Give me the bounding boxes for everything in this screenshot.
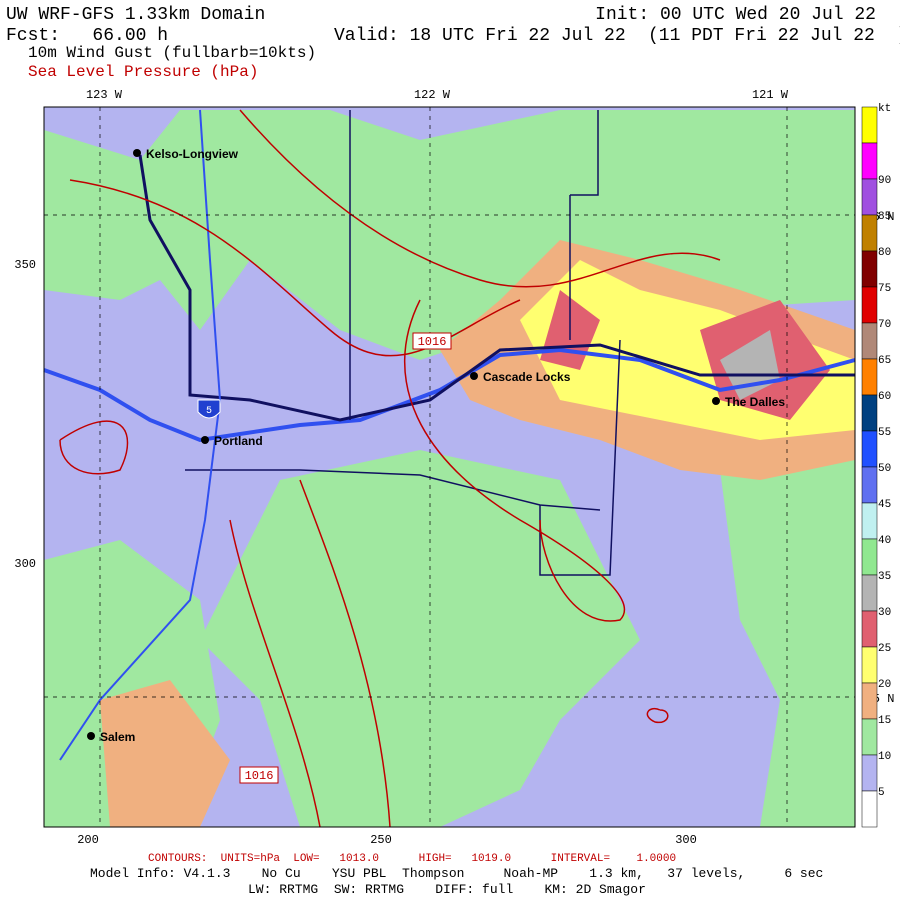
terrain-green bbox=[200, 450, 640, 827]
color-swatch bbox=[861, 574, 878, 612]
colorbar-label: 20 bbox=[878, 679, 891, 691]
colorbar-label: 25 bbox=[878, 643, 891, 655]
colorbar-label: 90 bbox=[878, 175, 891, 187]
color-swatch bbox=[861, 466, 878, 504]
terrain-green bbox=[720, 440, 855, 827]
color-swatch bbox=[861, 250, 878, 288]
x-label: 200 bbox=[77, 833, 99, 847]
city-label: Cascade Locks bbox=[483, 370, 571, 384]
colorbar-label: 30 bbox=[878, 607, 891, 619]
colorbar-label: 40 bbox=[878, 535, 891, 547]
contour-label: 1016 bbox=[418, 335, 447, 349]
contour-label-box bbox=[239, 766, 279, 784]
colorbar-unit: kt bbox=[878, 103, 891, 115]
map-area bbox=[43, 106, 856, 828]
local-time: (11 PDT Fri 22 Jul 22 ) bbox=[648, 26, 900, 46]
colorbar-label: 5 bbox=[878, 787, 885, 799]
y-label: 300 bbox=[14, 557, 36, 571]
graticule bbox=[44, 107, 855, 827]
colorbar-label: 70 bbox=[878, 319, 891, 331]
city-dot bbox=[712, 397, 720, 405]
lon-label: 123 W bbox=[86, 88, 123, 102]
pressure-contour bbox=[59, 109, 721, 828]
contour-field-label: Sea Level Pressure (hPa) bbox=[28, 63, 258, 81]
city-dot bbox=[133, 149, 141, 157]
contour-info: CONTOURS: UNITS=hPa LOW= 1013.0 HIGH= 10… bbox=[148, 853, 676, 865]
color-swatch bbox=[861, 790, 878, 828]
contour-label: 1016 bbox=[245, 769, 274, 783]
interstate-number: 5 bbox=[206, 406, 212, 417]
columbia-river bbox=[43, 347, 856, 443]
contour-label-box bbox=[412, 332, 452, 350]
city-label: The Dalles bbox=[725, 395, 785, 409]
x-label: 250 bbox=[370, 833, 392, 847]
x-label: 300 bbox=[675, 833, 697, 847]
color-swatch bbox=[861, 682, 878, 720]
map-frame bbox=[43, 106, 856, 828]
color-swatch bbox=[861, 610, 878, 648]
color-swatch bbox=[861, 286, 878, 324]
colorbar-label: 50 bbox=[878, 463, 891, 475]
state-border bbox=[138, 154, 855, 422]
model-info: Model Info: V4.1.3 No Cu YSU PBL Thompso… bbox=[90, 866, 823, 881]
color-swatch bbox=[861, 106, 878, 144]
valid-time: Valid: 18 UTC Fri 22 Jul 22 bbox=[334, 26, 626, 46]
colorbar-label: 35 bbox=[878, 571, 891, 583]
colorbar-label: 55 bbox=[878, 427, 891, 439]
colorbar-label: 45 bbox=[878, 499, 891, 511]
highway bbox=[59, 109, 222, 761]
color-swatch bbox=[861, 430, 878, 468]
color-swatch bbox=[861, 538, 878, 576]
color-swatch bbox=[861, 322, 878, 360]
color-swatch bbox=[861, 754, 878, 792]
city-dot bbox=[87, 732, 95, 740]
colorbar-label: 15 bbox=[878, 715, 891, 727]
init-time: Init: 00 UTC Wed 20 Jul 22 bbox=[595, 5, 876, 25]
color-swatch bbox=[861, 502, 878, 540]
color-swatch bbox=[861, 178, 878, 216]
color-swatch bbox=[861, 214, 878, 252]
terrain-peach bbox=[100, 680, 230, 827]
colorbar: kt 90 85 80 75 70 65 60 55 50 45 40 35 30 25 20 15 10 5 bbox=[861, 103, 891, 828]
color-swatch bbox=[861, 394, 878, 432]
colorbar-label: 75 bbox=[878, 283, 891, 295]
field-label: 10m Wind Gust (fullbarb=10kts) bbox=[28, 44, 316, 62]
color-swatch bbox=[861, 718, 878, 756]
color-swatch bbox=[861, 646, 878, 684]
physics-info: LW: RRTMG SW: RRTMG DIFF: full KM: 2D Sm… bbox=[248, 882, 646, 897]
city-dot bbox=[470, 372, 478, 380]
colorbar-label: 10 bbox=[878, 751, 891, 763]
county-lines bbox=[185, 110, 621, 576]
city-dot bbox=[201, 436, 209, 444]
lon-label: 121 W bbox=[752, 88, 789, 102]
city-label: Kelso-Longview bbox=[146, 147, 239, 161]
forecast-hour: Fcst: 66.00 h bbox=[6, 26, 168, 46]
colorbar-label: 65 bbox=[878, 355, 891, 367]
model-title: UW WRF-GFS 1.33km Domain bbox=[6, 5, 265, 25]
interstate-shield bbox=[197, 399, 221, 419]
color-swatch bbox=[861, 142, 878, 180]
map-labels: 123 W 122 W 121 W 350 300 200 250 300 46… bbox=[14, 88, 894, 847]
city-label: Salem bbox=[100, 730, 135, 744]
color-swatch bbox=[861, 358, 878, 396]
colorbar-label: 60 bbox=[878, 391, 891, 403]
lon-label: 122 W bbox=[414, 88, 451, 102]
y-label: 350 bbox=[14, 258, 36, 272]
colorbar-label: 85 bbox=[878, 211, 891, 223]
city-label: Portland bbox=[214, 434, 263, 448]
colorbar-label: 80 bbox=[878, 247, 891, 259]
